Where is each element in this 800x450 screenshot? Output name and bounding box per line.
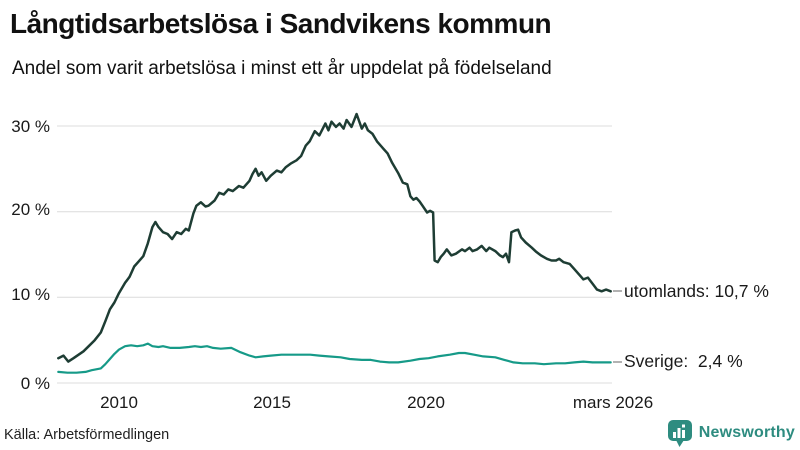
x-tick-mars-2026: mars 2026 <box>572 393 654 412</box>
page-subtitle: Andel som varit arbetslösa i minst ett å… <box>12 58 552 79</box>
gridlines <box>57 125 612 384</box>
page-title: Långtidsarbetslösa i Sandvikens kommun <box>10 8 552 39</box>
brand-logo: Newsworthy <box>667 418 795 448</box>
x-tick-2020: 2020 <box>407 393 445 412</box>
y-tick-30: 30 % <box>11 117 50 136</box>
x-tick-2010: 2010 <box>100 393 138 412</box>
y-tick-10: 10 % <box>11 285 50 304</box>
y-tick-20: 20 % <box>11 200 50 219</box>
y-tick-0: 0 % <box>20 374 50 393</box>
series-lines <box>57 112 612 374</box>
x-tick-2015: 2015 <box>253 393 291 412</box>
brand-name: Newsworthy <box>698 424 795 441</box>
source-note: Källa: Arbetsförmedlingen <box>4 427 170 443</box>
series-line-utomlands <box>57 112 612 363</box>
series-label-utomlands: utomlands: 10,7 % <box>624 281 769 301</box>
series-line-sverige <box>57 342 612 374</box>
newsworthy-icon <box>667 419 692 447</box>
series-label-sverige: Sverige: 2,4 % <box>624 351 743 371</box>
